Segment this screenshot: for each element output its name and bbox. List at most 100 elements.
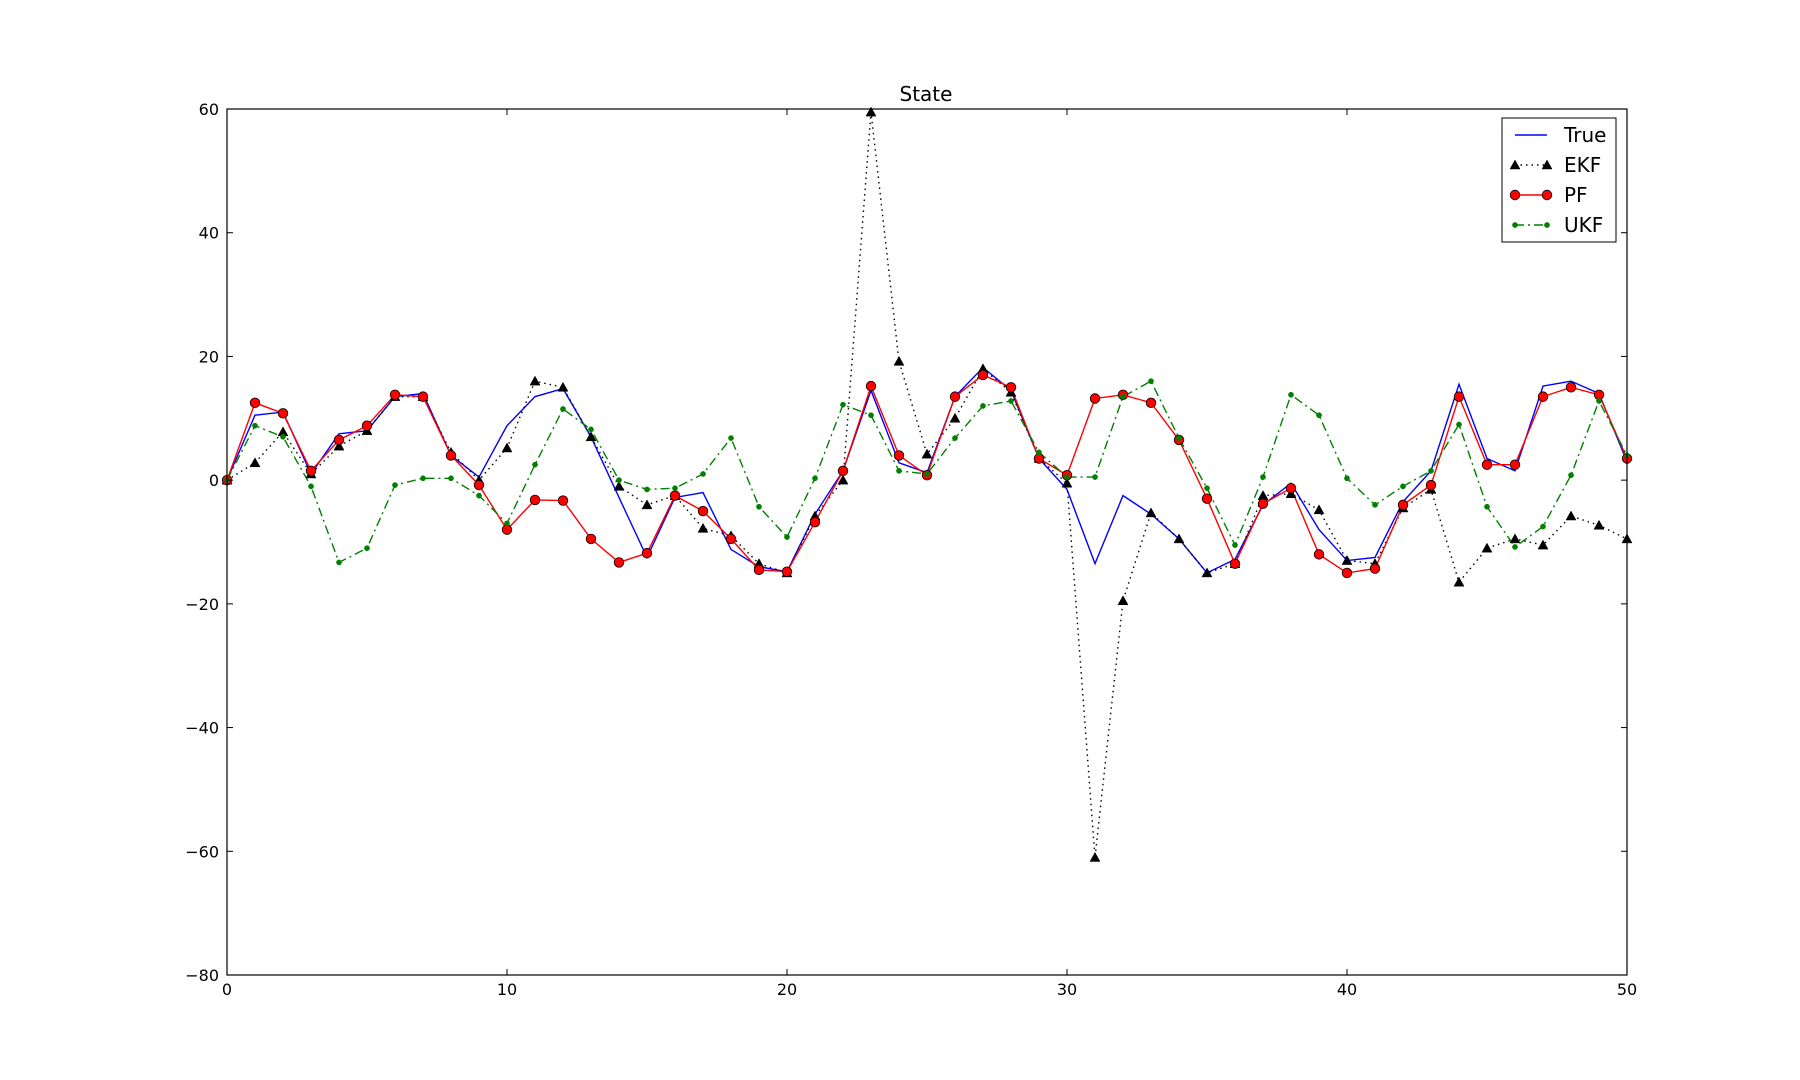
plot-area bbox=[221, 106, 1633, 862]
legend: True EKF PF UKF bbox=[1501, 117, 1617, 243]
ukf-marker bbox=[1456, 421, 1462, 428]
ekf-marker bbox=[1117, 595, 1129, 606]
ukf-marker bbox=[448, 475, 454, 482]
y-tick-label: 60 bbox=[199, 100, 219, 119]
ukf-marker bbox=[840, 401, 846, 408]
pf-legend-label: PF bbox=[1564, 183, 1588, 207]
ekf-marker bbox=[1145, 507, 1157, 518]
y-tick-label: 40 bbox=[199, 224, 219, 243]
pf-marker bbox=[1509, 189, 1521, 201]
ukf-marker bbox=[924, 471, 930, 477]
ukf-marker bbox=[1148, 378, 1154, 385]
ukf-marker bbox=[560, 406, 566, 412]
ekf-marker bbox=[641, 499, 653, 510]
pf-marker bbox=[697, 505, 709, 517]
ukf-marker bbox=[1544, 222, 1550, 228]
pf-marker bbox=[277, 408, 289, 419]
pf-marker bbox=[1341, 567, 1353, 579]
ukf-marker bbox=[1372, 502, 1378, 508]
ekf-marker bbox=[1509, 533, 1521, 544]
ekf-marker bbox=[1089, 851, 1101, 862]
x-tick-label: 50 bbox=[1617, 980, 1637, 999]
ukf-marker bbox=[868, 412, 874, 419]
ukf-marker bbox=[1596, 398, 1602, 404]
pf-marker bbox=[1509, 459, 1521, 470]
ekf-legend-label: EKF bbox=[1564, 153, 1601, 177]
pf-marker bbox=[473, 479, 485, 491]
ukf-marker bbox=[672, 485, 678, 492]
ukf-marker bbox=[784, 534, 790, 540]
ekf-marker bbox=[697, 522, 709, 533]
ekf-marker bbox=[1173, 533, 1185, 544]
ukf-marker bbox=[392, 482, 398, 488]
pf-marker bbox=[557, 495, 569, 506]
pf-marker bbox=[613, 557, 625, 568]
ekf-marker bbox=[1541, 159, 1553, 170]
y-tick-label: −20 bbox=[185, 595, 219, 614]
ukf-marker bbox=[280, 433, 286, 440]
ekf-marker bbox=[249, 457, 261, 468]
y-tick-label: −60 bbox=[185, 842, 219, 861]
x-tick-label: 10 bbox=[497, 980, 517, 999]
pf-marker bbox=[1201, 493, 1213, 504]
ukf-legend-label: UKF bbox=[1564, 213, 1603, 237]
pf-marker bbox=[1481, 459, 1493, 470]
ukf-marker bbox=[532, 461, 538, 468]
pf-marker bbox=[361, 420, 373, 431]
ukf-marker bbox=[1512, 544, 1518, 550]
x-tick-label: 20 bbox=[777, 980, 797, 999]
ukf-marker bbox=[1484, 503, 1490, 510]
ukf-marker bbox=[728, 435, 734, 441]
ekf-marker bbox=[501, 442, 513, 453]
pf-marker bbox=[1397, 499, 1409, 511]
pf-marker bbox=[725, 533, 737, 545]
x-tick-label: 0 bbox=[222, 980, 232, 999]
pf-marker bbox=[1257, 498, 1269, 509]
ukf-marker bbox=[1344, 475, 1350, 482]
ekf-marker bbox=[1481, 542, 1493, 553]
y-tick-label: −80 bbox=[185, 966, 219, 985]
ukf-marker bbox=[700, 471, 706, 477]
pf-marker bbox=[1453, 391, 1465, 402]
y-tick-label: 20 bbox=[199, 347, 219, 366]
pf-marker bbox=[893, 450, 905, 461]
ekf-marker bbox=[1061, 477, 1073, 488]
axes: 0 10 20 30 40 50 −80 −60 −40 −20 0 20 40 60 bbox=[185, 100, 1637, 999]
ekf-marker bbox=[529, 375, 541, 386]
ukf-marker bbox=[756, 503, 762, 510]
ukf-marker bbox=[1204, 485, 1210, 492]
pf-marker bbox=[1537, 391, 1549, 402]
pf-marker bbox=[333, 434, 345, 446]
ukf-marker bbox=[1260, 474, 1266, 480]
pf-marker bbox=[585, 533, 597, 545]
ukf-marker bbox=[896, 468, 902, 474]
ekf-marker bbox=[1201, 567, 1213, 578]
ukf-marker bbox=[812, 475, 818, 482]
ekf-marker bbox=[1453, 576, 1465, 587]
pf-marker bbox=[1089, 393, 1101, 404]
ekf-marker bbox=[557, 381, 569, 392]
ekf-marker bbox=[333, 440, 345, 451]
ukf-marker bbox=[1064, 474, 1070, 480]
ekf-marker bbox=[1537, 539, 1549, 550]
ukf-marker bbox=[588, 426, 594, 433]
chart-title: State bbox=[900, 82, 953, 106]
ukf-marker bbox=[644, 486, 650, 493]
axes-frame bbox=[226, 108, 1628, 976]
ukf-marker bbox=[1288, 391, 1294, 398]
ukf-marker bbox=[1428, 468, 1434, 474]
ukf-marker bbox=[952, 435, 958, 441]
ukf-marker bbox=[1120, 393, 1126, 400]
ukf-legend-markers bbox=[1512, 222, 1550, 228]
pf-marker bbox=[837, 465, 849, 477]
pf-marker bbox=[249, 397, 261, 409]
pf-marker bbox=[1005, 382, 1017, 393]
ekf-marker bbox=[1593, 519, 1605, 530]
ekf-marker bbox=[1565, 510, 1577, 521]
pf-marker bbox=[529, 494, 541, 506]
x-tick-label: 30 bbox=[1057, 980, 1077, 999]
ekf-marker bbox=[921, 448, 933, 459]
pf-marker bbox=[1425, 479, 1437, 491]
ukf-marker bbox=[252, 422, 258, 429]
